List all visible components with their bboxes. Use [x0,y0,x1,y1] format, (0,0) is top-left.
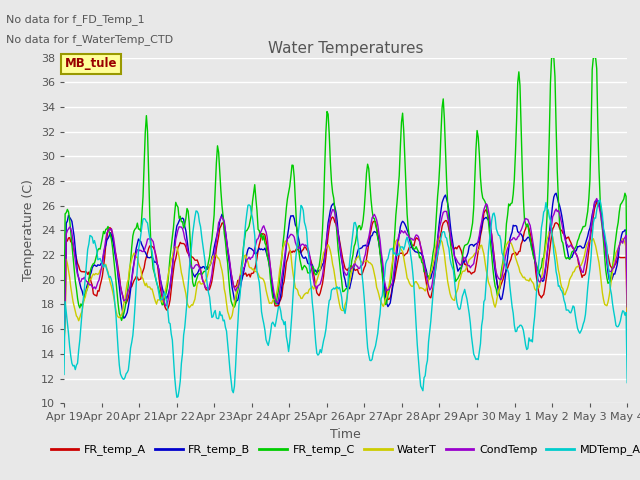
Text: No data for f_FD_Temp_1: No data for f_FD_Temp_1 [6,14,145,25]
Text: MB_tule: MB_tule [65,58,117,71]
Text: No data for f_WaterTemp_CTD: No data for f_WaterTemp_CTD [6,34,173,45]
Title: Water Temperatures: Water Temperatures [268,41,423,57]
X-axis label: Time: Time [330,428,361,441]
Y-axis label: Temperature (C): Temperature (C) [22,180,35,281]
Legend: FR_temp_A, FR_temp_B, FR_temp_C, WaterT, CondTemp, MDTemp_A: FR_temp_A, FR_temp_B, FR_temp_C, WaterT,… [46,440,640,460]
